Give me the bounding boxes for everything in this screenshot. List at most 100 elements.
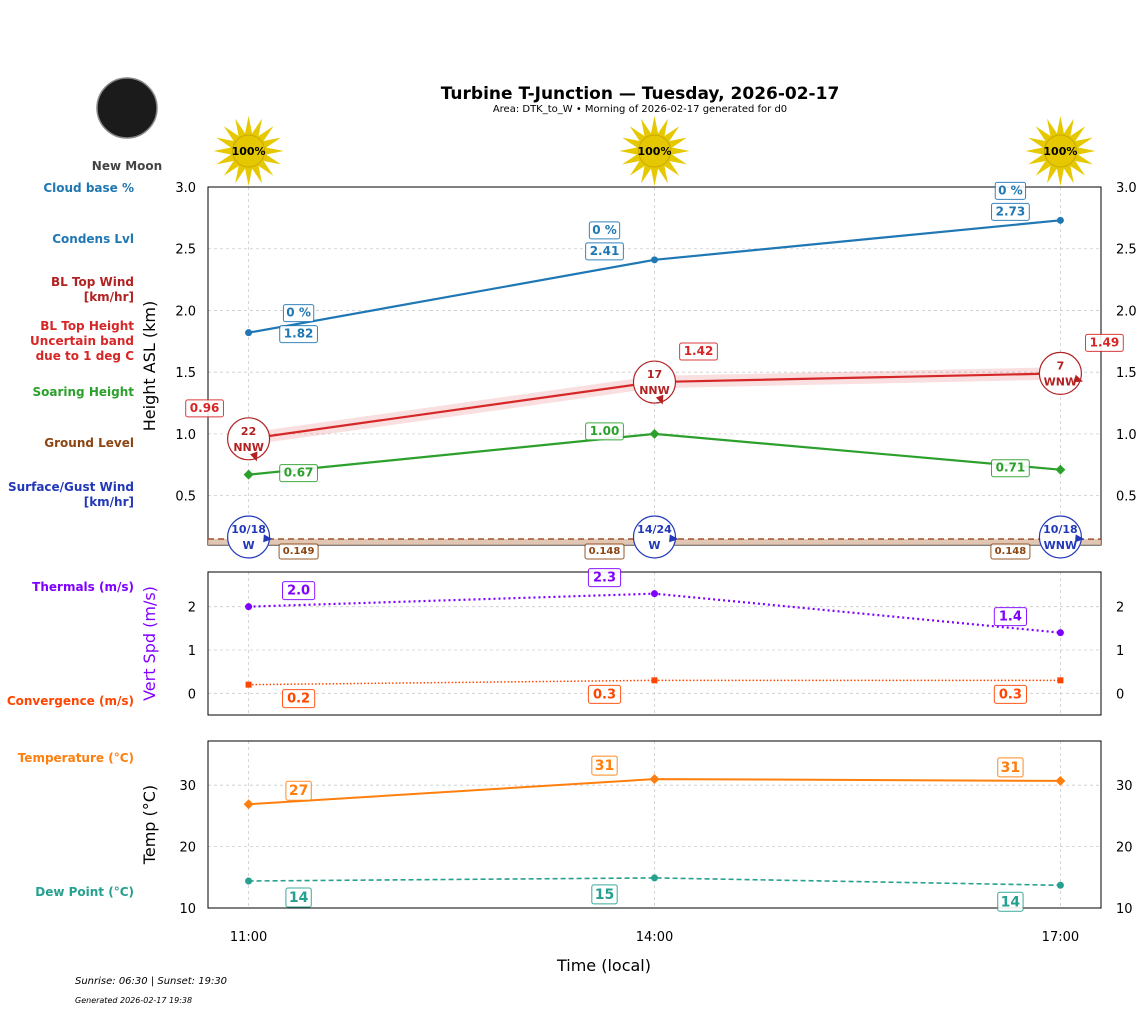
surface-wind-direction: W [243,539,255,552]
bl-wind-speed: 17 [647,368,662,381]
plot-frame [207,571,1102,716]
surface-wind-direction: W [648,539,660,552]
thermal-label: 2.3 [593,571,616,586]
bl-wind-icon [226,417,271,461]
legend-thermals: Thermals (m/s) [32,580,134,594]
dew-point-line [248,877,1061,887]
soaring-label: 1.00 [590,424,620,438]
convergence-line [248,679,1061,686]
surface-wind-speed: 10/18 [231,523,266,536]
condens-label: 1.82 [284,327,314,341]
temperature-point [243,799,254,810]
convergence-label-box [587,684,622,704]
plot-frame [207,740,1102,909]
moon-phase-label: New Moon [92,159,162,173]
legend-bl-height: Uncertain band [30,334,134,348]
bl-wind-arrow-icon [249,451,258,462]
convergence-label-box [993,684,1027,704]
y-tick-label-right: 2.0 [1116,304,1137,319]
y-tick-label-right: 1.5 [1116,366,1137,381]
convergence-label: 0.3 [593,687,616,702]
ground-label-box [278,543,319,560]
y-tick-label: 10 [179,902,196,917]
soaring-label: 0.67 [284,466,314,480]
condens-label: 2.73 [996,204,1026,218]
soaring-point [1055,464,1066,475]
y-tick-label-right: 10 [1116,902,1133,917]
condens-point [1056,216,1064,224]
legend-dew: Dew Point (°C) [35,885,134,899]
dew-point-label: 14 [1001,894,1021,910]
temperature-label-box [285,780,312,801]
bl-wind-direction: NNW [233,441,264,454]
legend-bl-height: BL Top Height [40,319,134,333]
y-tick-label-right: 30 [1116,779,1133,794]
legend-ground: Ground Level [44,436,134,450]
soaring-label-box [585,422,624,441]
bl-wind-icon [1038,351,1083,396]
surface-wind-arrow-icon [1075,534,1085,543]
x-tick-label: 17:00 [1042,930,1079,945]
temperature-label: 27 [289,783,308,799]
cloud-base-label: 0 % [592,223,617,237]
y-tick-label: 20 [179,841,196,856]
generated-time: Generated 2026-02-17 19:38 [75,996,192,1005]
y-tick-label-right: 1.0 [1116,428,1137,443]
cloud-base-label-box [282,304,315,323]
sun-percent-label: 100% [638,145,672,158]
ground-label: 0.149 [283,546,315,557]
bl-top-label-box [185,399,224,418]
thermal-point [651,590,658,598]
legend-cloud-base: Cloud base % [43,181,134,195]
condens-label-box [279,325,318,344]
surface-wind-arrow-icon [669,534,679,543]
bl-wind-icon [632,360,677,404]
y-tick-label-right: 0.5 [1116,490,1137,505]
bl-wind-arrow-icon [655,394,664,405]
thermal-label: 1.4 [999,610,1022,625]
bl-top-label-box [679,342,718,361]
convergence-label-box [282,689,316,709]
surface-wind-speed: 10/18 [1043,523,1078,536]
sun-disc [1043,134,1077,168]
dew-point-label-box [285,887,312,908]
temperature-label-box [997,757,1024,778]
y-tick-label: 2.5 [175,243,196,258]
convergence-label: 0.3 [999,687,1022,702]
soaring-point [243,469,254,480]
legend-temperature: Temperature (°C) [18,751,134,765]
cloud-base-label-box [588,221,621,240]
temperature-point [1055,775,1066,786]
y-axis-label: Height ASL (km) [140,301,159,431]
surface-wind-icon [1038,515,1083,559]
thermal-point [245,603,253,611]
thermal-label-box [587,568,622,588]
ground-label-box [990,543,1031,560]
convergence-point [651,677,658,684]
y-tick-label: 3.0 [175,181,196,196]
legend-convergence: Convergence (m/s) [7,694,134,708]
y-tick-label: 30 [179,779,196,794]
convergence-point [245,681,252,688]
cloud-base-label: 0 % [998,183,1023,197]
soaring-label-box [279,464,318,483]
y-tick-label: 0 [188,687,196,702]
temperature-point [649,774,660,785]
x-tick-label: 14:00 [636,930,673,945]
bl-wind-speed: 22 [241,425,256,438]
y-axis-label: Vert Spd (m/s) [140,586,159,701]
y-tick-label: 0.5 [175,490,196,505]
cloud-base-label-box [994,181,1027,200]
y-tick-label-right: 20 [1116,841,1133,856]
sun-disc [232,134,266,168]
sun-disc [638,134,671,168]
y-axis-label: Temp (°C) [140,785,159,865]
ground-label: 0.148 [995,546,1027,557]
legend-soaring: Soaring Height [33,385,135,399]
bl-top-label: 1.42 [684,344,714,358]
bl-top-label: 0.96 [190,401,220,415]
soaring-label: 0.71 [996,461,1026,475]
x-tick-label: 11:00 [230,930,267,945]
surface-wind-direction: WNW [1044,539,1077,552]
